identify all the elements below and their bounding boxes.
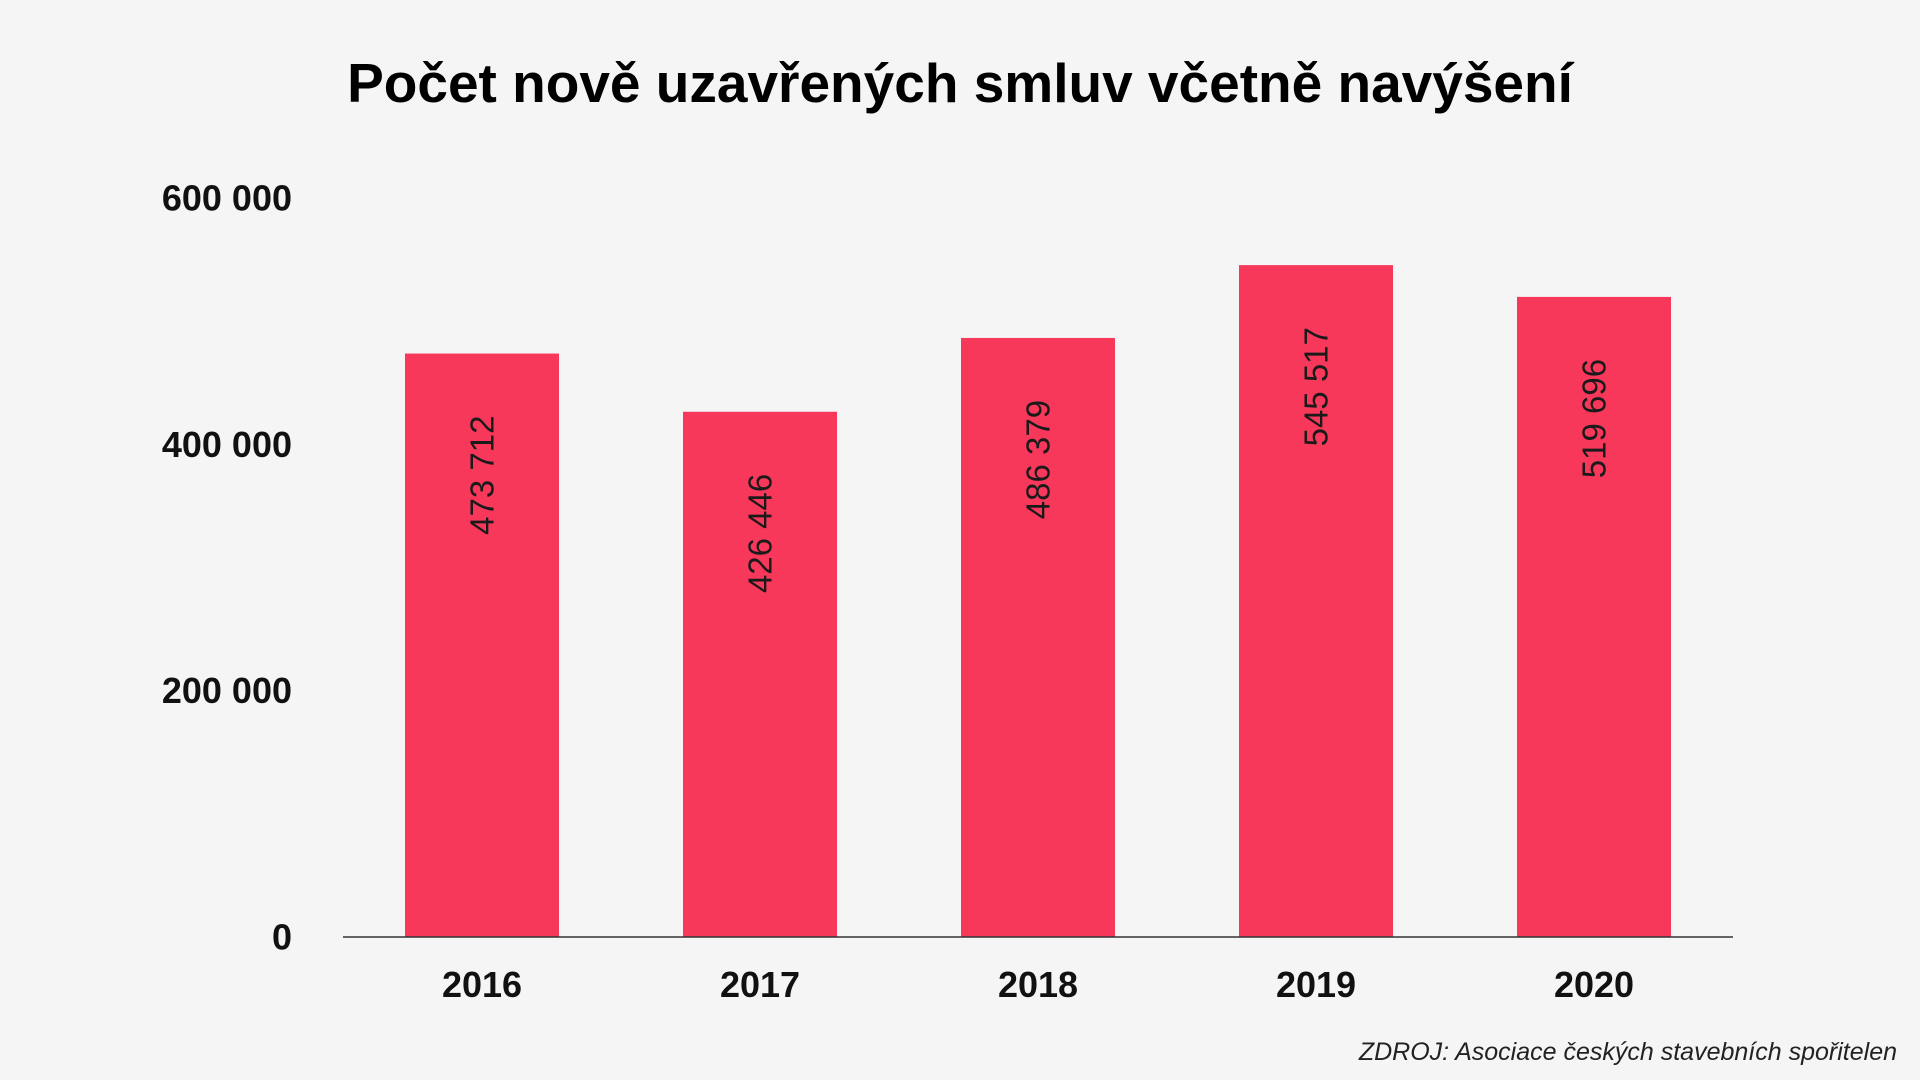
y-tick-label: 0 [272, 917, 292, 958]
y-axis-ticks: 0 200 000 400 000 600 000 [162, 178, 292, 958]
bar-value-label-2018: 486 379 [1020, 400, 1057, 519]
bar-value-label-2020: 519 696 [1576, 359, 1613, 478]
chart-title: Počet nově uzavřených smluv včetně navýš… [347, 52, 1575, 114]
bar-2020 [1517, 296, 1671, 938]
bar-2016 [405, 353, 559, 938]
bar-value-label-2017: 426 446 [742, 474, 779, 593]
y-tick-label: 600 000 [162, 178, 292, 219]
x-tick-label-2017: 2017 [720, 964, 800, 1005]
bar-2019 [1239, 265, 1393, 938]
x-axis-ticks: 2016 2017 2018 2019 2020 [442, 964, 1634, 1005]
source-note: ZDROJ: Asociace českých stavebních spoři… [1358, 1038, 1897, 1066]
x-tick-label-2020: 2020 [1554, 964, 1634, 1005]
y-tick-label: 400 000 [162, 424, 292, 465]
x-tick-label-2016: 2016 [442, 964, 522, 1005]
bar-value-label-2019: 545 517 [1298, 327, 1335, 446]
bar-value-label-2016: 473 712 [464, 416, 501, 535]
x-tick-label-2018: 2018 [998, 964, 1078, 1005]
bar-2018 [961, 337, 1115, 937]
x-tick-label-2019: 2019 [1276, 964, 1356, 1005]
bars-group [405, 265, 1671, 938]
bar-2017 [683, 411, 837, 937]
bar-labels-group: 473 712 426 446 486 379 545 517 519 696 [464, 327, 1613, 593]
y-tick-label: 200 000 [162, 670, 292, 711]
